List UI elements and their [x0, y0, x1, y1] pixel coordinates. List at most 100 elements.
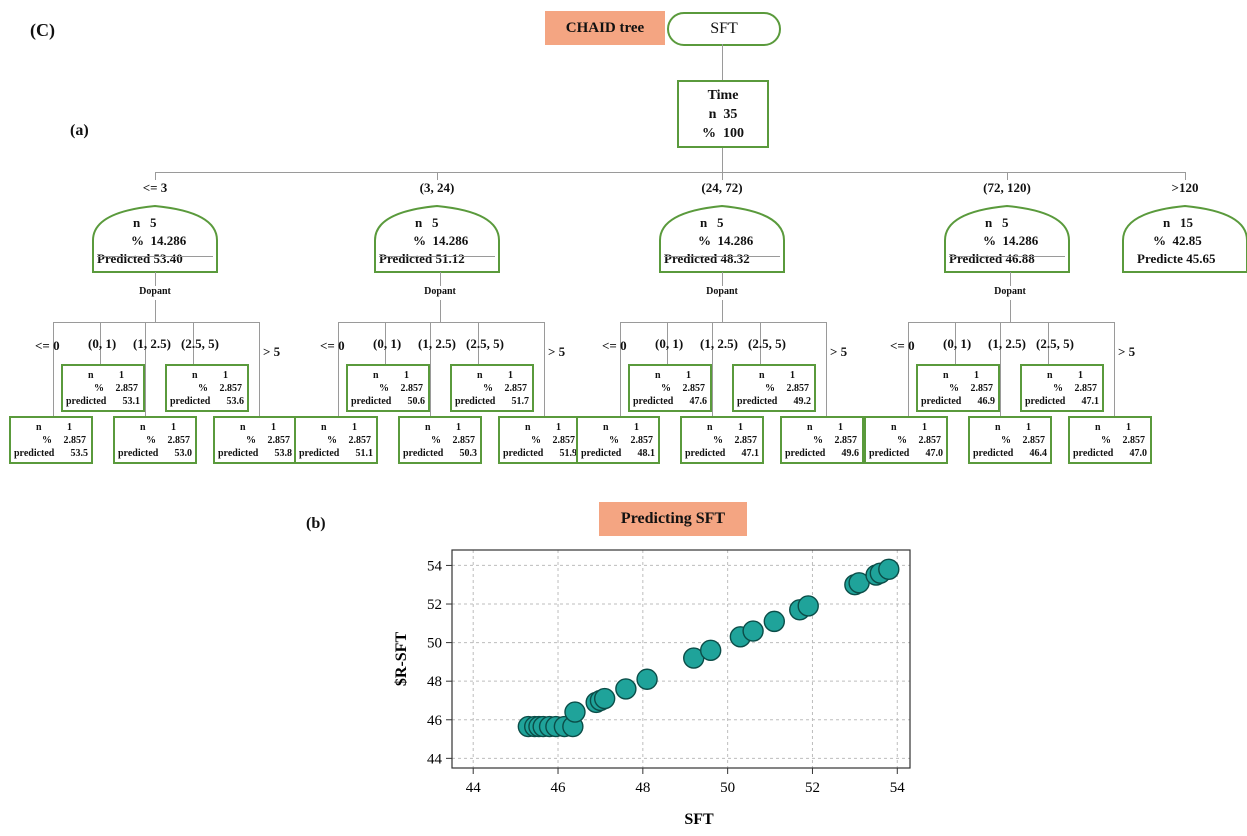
dopant-label: Dopant — [994, 286, 1026, 297]
dopant-branch-label: (2.5, 5) — [181, 336, 219, 351]
leaf-pct-value: 2.857 — [734, 435, 758, 446]
leaf-n-label: n — [192, 370, 198, 381]
dopant-branch-label: (1, 2.5) — [133, 336, 171, 351]
dopant-branch-bar — [53, 322, 259, 323]
dopant-branch-label: (0, 1) — [88, 336, 117, 351]
leaf-pct-value: 2.857 — [1122, 435, 1146, 446]
scatter-plot: 44 46 48 50 52 54 44 46 48 50 52 54 SFT $R-SFT — [393, 549, 911, 828]
leaf-pct-value: 2.857 — [970, 383, 994, 394]
leaf-pct-label: % — [661, 383, 671, 394]
dopant-drop — [440, 272, 441, 286]
x-tick-label: 50 — [720, 780, 735, 796]
leaf-n-label: n — [525, 422, 531, 433]
leaf-pct-label: % — [431, 435, 441, 446]
time-branch-drop — [155, 172, 156, 180]
leaf-pred-value: 50.3 — [459, 448, 478, 459]
leaf-pred-value: 47.1 — [1081, 396, 1100, 407]
time-branch-label: (24, 72) — [701, 180, 743, 195]
leaf-n-value: 1 — [556, 422, 561, 433]
leaf-pct-value: 2.857 — [267, 435, 291, 446]
leaf-pred-label: predicted — [785, 448, 826, 459]
dopant-branch-label: (2.5, 5) — [1036, 336, 1074, 351]
leaf-pred-label: predicted — [869, 448, 910, 459]
leaf-pct-label: % — [813, 435, 823, 446]
leaf-pct-label: % — [609, 435, 619, 446]
leaf-n-value: 1 — [838, 422, 843, 433]
leaf-pct-label: % — [379, 383, 389, 394]
leaf-n-value: 1 — [352, 422, 357, 433]
leaf-node: n 1% 2.857 predicted 48.1 — [576, 416, 660, 464]
dopant-connector — [155, 300, 156, 322]
leaf-pred-label: predicted — [1073, 448, 1114, 459]
dopant-branch-drop — [760, 322, 761, 368]
dopant-branch-drop — [1048, 322, 1049, 368]
dopant-branch-drop — [193, 322, 194, 368]
scatter-point — [742, 620, 764, 642]
node-pred-label: Predicte — [1137, 251, 1183, 266]
leaf-pred-label: predicted — [581, 448, 622, 459]
leaf-n-label: n — [88, 370, 94, 381]
leaf-pred-label: predicted — [118, 448, 159, 459]
leaf-node: n 1% 2.857 predicted 53.5 — [9, 416, 93, 464]
chart-title-tag: Predicting SFT — [599, 502, 747, 536]
dopant-branch-drop — [478, 322, 479, 368]
leaf-n-label: n — [707, 422, 713, 433]
leaf-node: n 1% 2.857 predicted 49.6 — [780, 416, 864, 464]
node-n-label: n — [133, 215, 141, 230]
leaf-n-label: n — [807, 422, 813, 433]
dopant-branch-label: > 5 — [1118, 344, 1136, 359]
leaf-pct-label: % — [198, 383, 208, 394]
node-pred-value: 46.88 — [1005, 251, 1035, 266]
leaf-n-label: n — [321, 422, 327, 433]
time-node-shape — [374, 204, 500, 273]
dopant-label: Dopant — [706, 286, 738, 297]
time-branch-label: <= 3 — [142, 180, 168, 195]
split-n-value: 35 — [723, 107, 738, 122]
leaf-n-label: n — [425, 422, 431, 433]
x-tick-label: 46 — [551, 780, 567, 796]
leaf-pred-label: predicted — [455, 396, 496, 407]
node-pct-value: 42.85 — [1172, 233, 1202, 248]
leaf-n-value: 1 — [1078, 370, 1083, 381]
time-branch-drop — [1185, 172, 1186, 180]
node-pred-label: Predicted — [97, 251, 151, 266]
leaf-pred-value: 53.6 — [226, 396, 245, 407]
leaf-node: n 1% 2.857 predicted 51.9 — [498, 416, 582, 464]
dopant-branch-drop — [338, 322, 339, 418]
leaf-pct-label: % — [713, 435, 723, 446]
leaf-node: n 1% 2.857 predicted 51.1 — [294, 416, 378, 464]
leaf-n-label: n — [603, 422, 609, 433]
leaf-n-value: 1 — [1026, 422, 1031, 433]
leaf-n-value: 1 — [404, 370, 409, 381]
leaf-pred-value: 53.0 — [174, 448, 193, 459]
node-pct-label: % — [413, 233, 426, 248]
node-pred-value: 48.32 — [720, 251, 750, 266]
leaf-n-value: 1 — [67, 422, 72, 433]
leaf-pct-value: 2.857 — [452, 435, 476, 446]
leaf-node: n 1% 2.857 predicted 47.1 — [680, 416, 764, 464]
leaf-pct-value: 2.857 — [219, 383, 243, 394]
node-pct-label: % — [983, 233, 996, 248]
leaf-n-value: 1 — [171, 422, 176, 433]
node-pct-value: 14.286 — [150, 233, 187, 248]
leaf-pred-value: 51.7 — [511, 396, 530, 407]
node-pred-label: Predicted — [664, 251, 718, 266]
leaf-pred-value: 51.9 — [559, 448, 578, 459]
node-divider — [379, 256, 495, 257]
y-tick-label: 48 — [427, 674, 442, 690]
leaf-pred-label: predicted — [921, 396, 962, 407]
x-axis-label: SFT — [684, 811, 714, 828]
leaf-pct-value: 2.857 — [348, 435, 372, 446]
leaf-pct-label: % — [765, 383, 775, 394]
leaf-node: n 1% 2.857 predicted 47.0 — [864, 416, 948, 464]
node-pct-label: % — [131, 233, 144, 248]
leaf-n-value: 1 — [922, 422, 927, 433]
node-pct-label: % — [1153, 233, 1166, 248]
node-pct-value: 14.286 — [432, 233, 469, 248]
time-connector — [722, 148, 723, 172]
leaf-pred-label: predicted — [218, 448, 259, 459]
leaf-pred-value: 46.9 — [977, 396, 996, 407]
leaf-pct-value: 2.857 — [1022, 435, 1046, 446]
time-node: n 15% 42.85 Predicte 45.65 — [1123, 214, 1247, 268]
panel-c-label: (C) — [30, 20, 55, 40]
